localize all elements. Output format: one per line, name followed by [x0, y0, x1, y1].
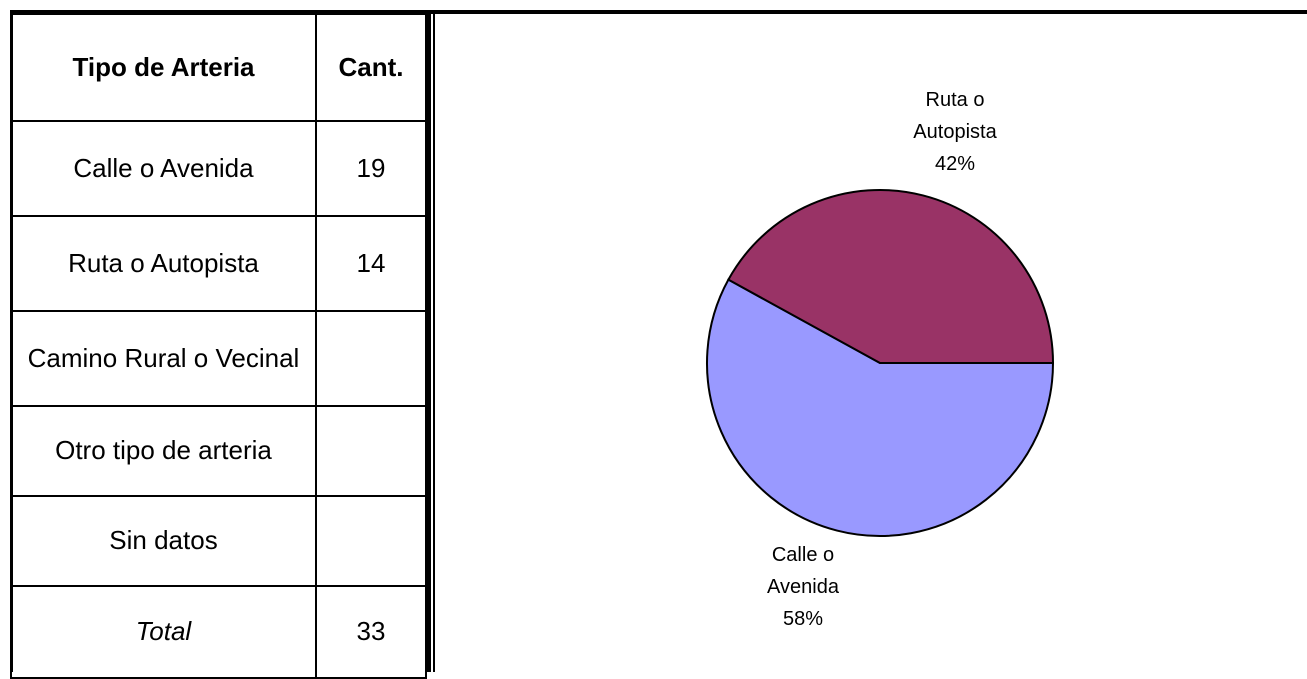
- cell: Sin datos: [10, 495, 317, 587]
- category-label: Ruta o Autopista: [913, 89, 997, 143]
- pie-slice: [706, 278, 1055, 537]
- divider: [433, 10, 435, 672]
- slice-label: Ruta o Autopista 42%: [895, 84, 1015, 180]
- header-cell: Cant.: [315, 13, 427, 122]
- cell: Otro tipo de arteria: [10, 405, 317, 497]
- cell: [315, 310, 427, 407]
- cell: [315, 495, 427, 587]
- cell: Calle o Avenida: [10, 120, 317, 217]
- cell: Camino Rural o Vecinal: [10, 310, 317, 407]
- divider: [425, 10, 431, 672]
- value-label: 58%: [782, 608, 824, 630]
- value-label: 42%: [934, 153, 976, 175]
- cell: Total: [10, 585, 317, 679]
- slice-label: Calle o Avenida 58%: [743, 539, 863, 635]
- category-label: Calle o Avenida: [767, 544, 839, 598]
- cell: Ruta o Autopista: [10, 215, 317, 312]
- pie-slice: [727, 189, 1055, 364]
- header-cell: Tipo de Arteria: [10, 13, 317, 122]
- cell: 19: [315, 120, 427, 217]
- data-table: Tipo de Arteria Cant. Calle o Avenida 19 R…: [10, 13, 427, 679]
